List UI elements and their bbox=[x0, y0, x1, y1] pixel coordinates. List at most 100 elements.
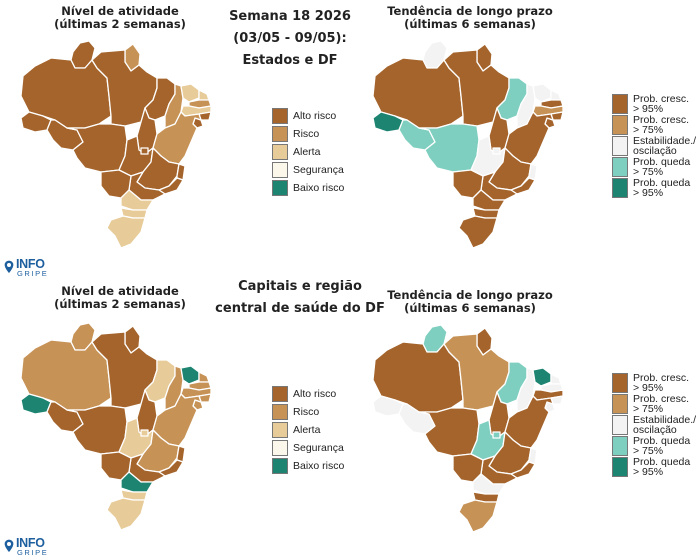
legend-label: Prob. queda bbox=[633, 456, 691, 468]
state-es bbox=[176, 445, 186, 463]
legend-trend-bottom: Prob. cresc. > 95% Prob. cresc. > 75% Esta… bbox=[612, 373, 700, 483]
legend-swatch bbox=[272, 404, 288, 420]
legend-label: > 75% bbox=[633, 166, 664, 178]
map-pin-icon bbox=[4, 260, 14, 274]
legend-label: Alto risco bbox=[293, 388, 337, 400]
state-pr bbox=[472, 473, 506, 495]
state-rs bbox=[458, 215, 498, 249]
state-es bbox=[176, 163, 186, 181]
title-line-2: (últimas 2 semanas) bbox=[54, 297, 186, 311]
state-ma bbox=[496, 361, 528, 405]
legend-label: > 95% bbox=[633, 466, 664, 478]
state-ce bbox=[180, 83, 200, 103]
title-line-2: (últimas 2 semanas) bbox=[54, 17, 186, 31]
brazil-map-trend-capitals bbox=[372, 324, 564, 533]
state-pr bbox=[120, 471, 154, 493]
brazil-map-activity-states bbox=[20, 40, 212, 249]
legend-swatch bbox=[272, 108, 288, 124]
scope-label: Estados e DF bbox=[242, 53, 338, 68]
state-df bbox=[492, 431, 501, 439]
map-pin-icon bbox=[4, 539, 14, 553]
legend-label: > 95% bbox=[633, 103, 664, 115]
state-ce bbox=[180, 365, 200, 385]
state-ce bbox=[532, 367, 552, 387]
legend-swatch bbox=[612, 394, 628, 414]
infogripe-logo: INFO GRIPE bbox=[4, 258, 64, 280]
legend-label: Segurança bbox=[293, 164, 344, 176]
panel-title-activity-capitals: Nível de atividade (últimas 2 semanas) bbox=[45, 285, 195, 311]
legend-trend-top: Prob. cresc. > 95% Prob. cresc. > 75% Esta… bbox=[612, 94, 700, 204]
legend-label: oscilação bbox=[633, 424, 677, 436]
state-df bbox=[140, 429, 149, 437]
state-rs bbox=[106, 497, 146, 531]
logo-text: INFO bbox=[16, 257, 45, 271]
legend-swatch bbox=[612, 457, 628, 477]
legend-swatch bbox=[612, 136, 628, 156]
state-es bbox=[528, 447, 538, 465]
state-rn bbox=[198, 89, 210, 101]
state-pr bbox=[120, 189, 154, 211]
panel-title-trend-states: Tendência de longo prazo (últimas 6 sema… bbox=[380, 5, 560, 31]
state-df bbox=[492, 147, 501, 155]
legend-label: Prob. cresc. bbox=[633, 93, 690, 105]
state-rs bbox=[458, 499, 498, 533]
state-ma bbox=[496, 77, 528, 121]
title-line-1: Nível de atividade bbox=[61, 4, 179, 18]
legend-label: Segurança bbox=[293, 442, 344, 454]
brazil-map-activity-capitals bbox=[20, 322, 212, 531]
date-range-label: (03/05 - 09/05): bbox=[233, 31, 347, 46]
legend-label: > 95% bbox=[633, 382, 664, 394]
scope-line-2: central de saúde do DF bbox=[215, 301, 385, 316]
legend-swatch bbox=[272, 144, 288, 160]
legend-swatch bbox=[612, 178, 628, 198]
legend-activity-bottom: Alto risco Risco Alerta Segurança Baixo … bbox=[272, 386, 372, 496]
legend-label: > 95% bbox=[633, 187, 664, 199]
legend-label: Baixo risco bbox=[293, 460, 345, 472]
legend-label: Estabilidade./ bbox=[633, 135, 697, 147]
legend-label: oscilação bbox=[633, 145, 677, 157]
legend-label: Risco bbox=[293, 128, 320, 140]
legend-label: Estabilidade./ bbox=[633, 414, 697, 426]
logo-text: INFO bbox=[16, 536, 45, 550]
title-line-2: (últimas 6 semanas) bbox=[404, 17, 536, 31]
legend-swatch bbox=[272, 126, 288, 142]
legend-swatch bbox=[272, 180, 288, 196]
center-title-capitals: Capitais e região central de saúde do DF bbox=[215, 276, 385, 320]
legend-label: Prob. cresc. bbox=[633, 393, 690, 405]
state-rn bbox=[198, 371, 210, 383]
scope-line-1: Capitais e região bbox=[238, 279, 362, 294]
title-line-1: Tendência de longo prazo bbox=[387, 4, 553, 18]
legend-label: Prob. cresc. bbox=[633, 372, 690, 384]
state-es bbox=[528, 163, 538, 181]
legend-label: Alerta bbox=[293, 424, 321, 436]
legend-swatch bbox=[272, 386, 288, 402]
brazil-map-trend-states bbox=[372, 40, 564, 249]
legend-label: > 75% bbox=[633, 403, 664, 415]
legend-label: Prob. queda bbox=[633, 435, 691, 447]
legend-swatch bbox=[272, 440, 288, 456]
state-rn bbox=[550, 89, 562, 101]
legend-label: > 75% bbox=[633, 445, 664, 457]
panel-title-trend-capitals: Tendência de longo prazo (últimas 6 sema… bbox=[380, 289, 560, 315]
infogripe-logo: INFO GRIPE bbox=[4, 537, 64, 559]
legend-label: > 75% bbox=[633, 124, 664, 136]
legend-swatch bbox=[272, 162, 288, 178]
legend-swatch bbox=[612, 436, 628, 456]
state-ma bbox=[144, 359, 176, 403]
title-line-2: (últimas 6 semanas) bbox=[404, 301, 536, 315]
state-pr bbox=[472, 189, 506, 211]
legend-label: Risco bbox=[293, 406, 320, 418]
legend-swatch bbox=[612, 415, 628, 435]
legend-swatch bbox=[612, 94, 628, 114]
center-title-states: Semana 18 2026 (03/05 - 09/05): Estados … bbox=[210, 6, 370, 72]
title-line-1: Tendência de longo prazo bbox=[387, 288, 553, 302]
legend-label: Alto risco bbox=[293, 110, 337, 122]
legend-swatch bbox=[612, 157, 628, 177]
logo-subtext: GRIPE bbox=[17, 269, 49, 278]
state-ce bbox=[532, 83, 552, 103]
legend-swatch bbox=[612, 373, 628, 393]
state-rs bbox=[106, 215, 146, 249]
legend-activity-top: Alto risco Risco Alerta Segurança Baixo … bbox=[272, 108, 372, 218]
state-ma bbox=[144, 77, 176, 121]
legend-label: Baixo risco bbox=[293, 182, 345, 194]
